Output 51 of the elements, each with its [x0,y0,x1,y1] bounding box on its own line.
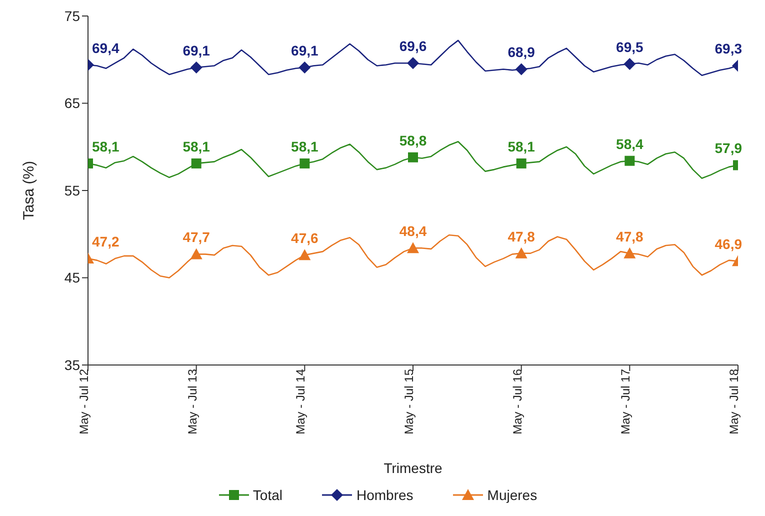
data-label: 47,6 [291,230,319,246]
y-tick-label: 75 [64,8,80,24]
point [408,152,418,162]
point [407,242,419,254]
x-tick-label: May - Jul 13 [185,368,200,434]
point [515,247,528,258]
data-label: 69,1 [182,42,210,58]
x-tick-label: May - Jul 14 [294,368,308,434]
point [190,248,202,260]
point [624,156,635,166]
data-label: 69,1 [291,42,319,58]
legend-label: Total [252,487,282,503]
x-tick-label: May - Jul 18 [727,368,741,434]
data-label: 46,9 [714,236,742,252]
data-label: 58,1 [92,138,120,154]
point [624,247,636,258]
data-label: 47,8 [508,228,536,244]
point [298,61,311,74]
data-label: 47,8 [616,228,644,244]
data-label: 57,9 [714,140,742,156]
x-tick-label: May - Jul 16 [510,368,524,434]
data-label: 69,6 [399,38,427,54]
point [190,61,202,74]
legend-label: Mujeres [487,487,538,503]
data-label: 58,1 [291,138,319,154]
point [516,158,526,168]
point [298,249,311,260]
y-tick-label: 65 [64,95,80,112]
data-label: 68,9 [508,44,536,60]
x-tick-label: May - Jul 15 [402,368,416,434]
y-axis-title: Tasa (%) [20,160,38,220]
data-label: 69,3 [714,40,742,57]
data-label: 69,5 [616,38,644,55]
data-label: 47,7 [182,229,210,246]
x-axis-title: Trimestre [384,460,443,476]
legend-label: Hombres [356,487,414,503]
data-label: 58,8 [399,132,427,148]
data-label: 47,2 [92,234,120,250]
point [624,58,636,70]
x-tick-label: May - Jul 17 [618,368,633,434]
point [407,57,419,70]
data-label: 48,4 [399,223,427,240]
point [515,63,528,76]
point [300,158,310,168]
y-tick-label: 55 [64,182,80,198]
data-label: 58,4 [616,136,644,152]
data-label: 69,4 [92,40,120,56]
y-tick-label: 45 [64,270,80,286]
data-label: 58,1 [508,138,536,154]
data-label: 58,1 [182,138,210,154]
point [191,158,202,168]
